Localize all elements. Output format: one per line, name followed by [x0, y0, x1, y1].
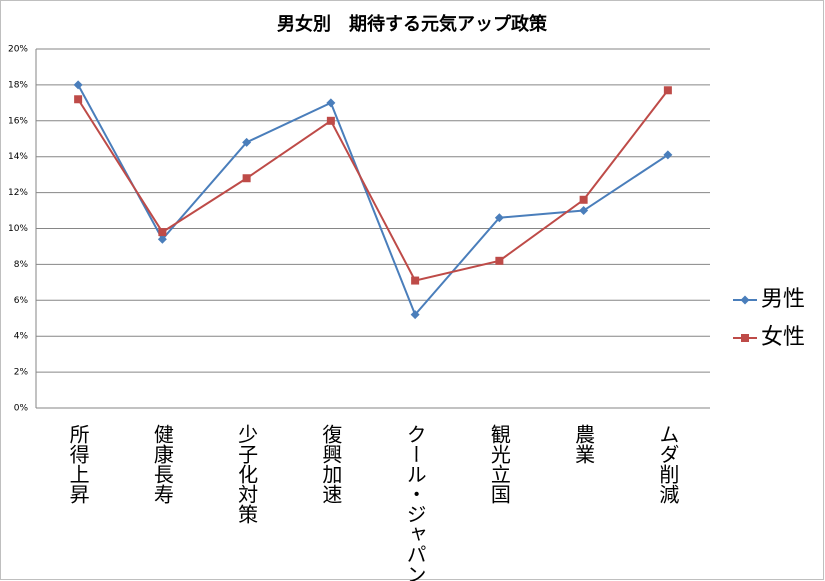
y-tick-label: 20% — [8, 45, 28, 55]
y-tick-label: 4% — [14, 332, 29, 342]
y-tick-label: 12% — [8, 188, 28, 198]
data-point — [663, 86, 672, 95]
chart-title: 男女別 期待する元気アップ政策 — [277, 13, 548, 35]
data-point — [495, 256, 504, 265]
x-tick-label: 健康長寿 — [150, 424, 174, 504]
data-point — [494, 213, 504, 223]
y-tick-label: 8% — [14, 260, 29, 270]
series-line — [77, 89, 669, 282]
x-tick-label: クール・ジャパン — [403, 424, 427, 581]
legend-label: 女性 — [761, 325, 805, 350]
legend-label: 男性 — [761, 287, 805, 312]
x-tick-label: 所得上昇 — [66, 424, 90, 504]
x-tick-label: ムダ削減 — [656, 424, 680, 504]
data-point — [410, 310, 420, 320]
y-tick-label: 2% — [14, 368, 29, 378]
data-point — [157, 234, 167, 244]
data-point — [326, 98, 336, 108]
x-tick-label: 観光立国 — [487, 424, 511, 504]
data-point — [579, 195, 588, 204]
data-point — [579, 206, 589, 216]
data-point — [663, 150, 673, 160]
x-tick-label: 少子化対策 — [235, 424, 259, 524]
y-tick-label: 10% — [8, 224, 28, 234]
y-tick-label: 18% — [8, 80, 28, 90]
y-tick-label: 16% — [8, 116, 28, 126]
data-point — [242, 174, 251, 183]
y-tick-label: 6% — [14, 296, 29, 306]
data-point — [326, 116, 335, 125]
data-point — [242, 137, 252, 147]
data-point — [411, 276, 420, 285]
y-tick-label: 14% — [8, 152, 28, 162]
data-point — [741, 334, 749, 342]
data-point — [158, 228, 167, 237]
x-tick-label: 復興加速 — [319, 424, 343, 504]
data-point — [74, 95, 83, 104]
y-tick-label: 0% — [14, 404, 29, 414]
x-tick-label: 農業 — [572, 424, 596, 464]
data-point — [740, 295, 750, 305]
data-point — [73, 80, 83, 90]
